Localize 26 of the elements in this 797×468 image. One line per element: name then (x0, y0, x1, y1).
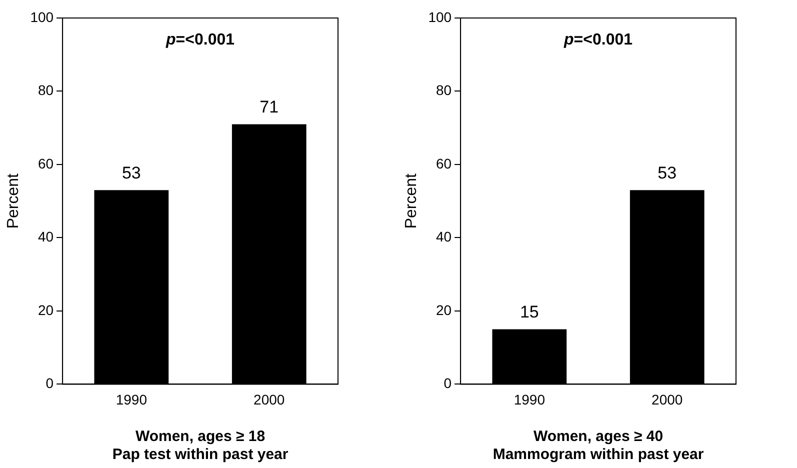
y-tick-label: 80 (436, 82, 452, 98)
x-tick-label: 2000 (652, 391, 683, 408)
data-label: 15 (520, 302, 539, 322)
annotation: p=<0.001 (165, 31, 235, 48)
y-tick-label: 20 (38, 302, 54, 318)
x-tick-label: 1990 (116, 391, 148, 408)
y-tick-label: 100 (428, 8, 452, 25)
y-tick-label: 100 (30, 8, 54, 25)
y-tick-label: 80 (38, 82, 54, 98)
y-tick-label: 0 (46, 375, 54, 392)
x-tick-label: 2000 (254, 391, 285, 408)
y-tick-label: 40 (436, 228, 452, 245)
data-label: 71 (260, 97, 279, 116)
x-axis-title: Women, ages ≥ 40 Mammogram within past year (492, 428, 704, 464)
y-tick-label: 0 (444, 375, 452, 392)
y-tick-label: 40 (38, 228, 54, 245)
y-axis-title: Percent (5, 172, 22, 229)
y-tick-label: 20 (436, 302, 452, 318)
x-tick-label: 1990 (514, 391, 546, 408)
y-axis-title: Percent (403, 172, 420, 229)
annotation: p=<0.001 (563, 31, 633, 48)
y-tick-label: 60 (38, 155, 54, 172)
data-label: 53 (122, 163, 141, 182)
data-label: 53 (658, 163, 677, 182)
y-tick-label: 60 (436, 155, 452, 172)
x-axis-title: Women, ages ≥ 18 Pap test within past year (112, 428, 288, 464)
